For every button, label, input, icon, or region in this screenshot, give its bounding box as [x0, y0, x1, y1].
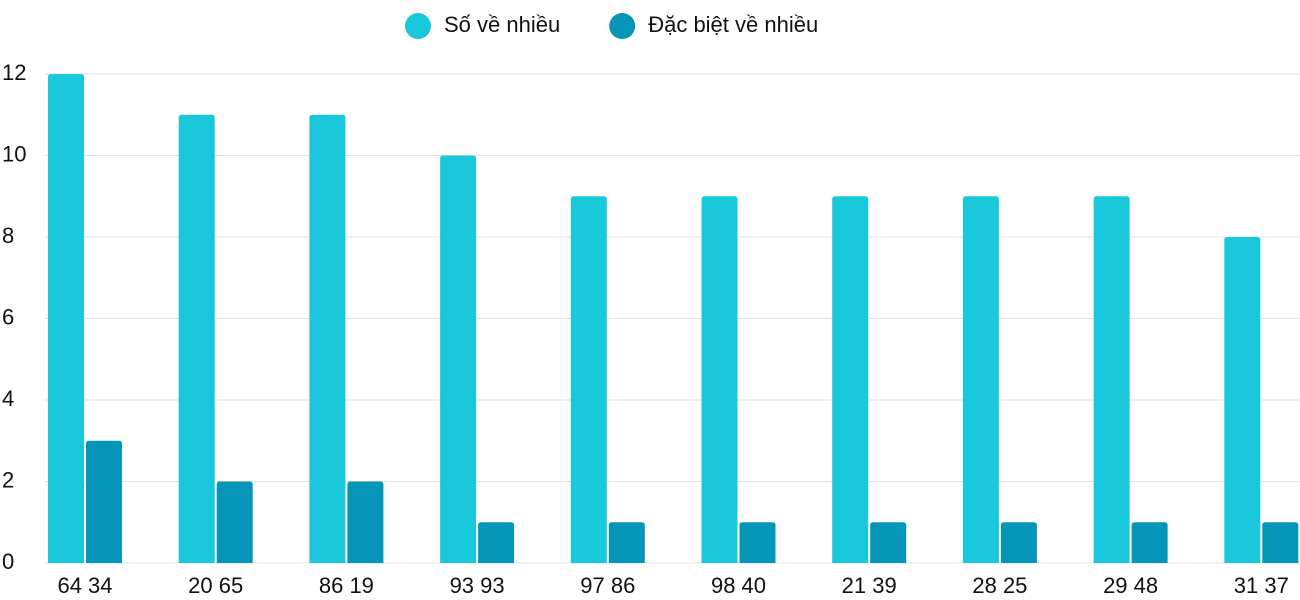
bar	[86, 440, 122, 563]
y-tick-label: 2	[2, 467, 14, 492]
bar	[870, 522, 907, 563]
bar	[347, 481, 384, 563]
legend-label: Số về nhiều	[444, 12, 560, 37]
bar	[739, 522, 776, 563]
bar	[309, 114, 346, 563]
bar	[608, 522, 645, 563]
x-tick-label: 64 34	[57, 573, 112, 598]
x-tick-label: 97 86	[580, 573, 635, 598]
bar	[832, 196, 869, 563]
y-tick-label: 8	[2, 223, 14, 248]
y-tick-label: 12	[2, 60, 26, 85]
bar	[701, 196, 738, 563]
y-tick-label: 0	[2, 549, 14, 574]
bar	[178, 114, 215, 563]
bar	[1262, 522, 1299, 563]
x-tick-label: 21 39	[842, 573, 897, 598]
x-tick-label: 29 48	[1103, 573, 1158, 598]
bar	[216, 481, 253, 563]
y-tick-label: 6	[2, 304, 14, 329]
x-tick-label: 20 65	[188, 573, 243, 598]
bar	[1131, 522, 1168, 563]
bar	[1000, 522, 1037, 563]
x-tick-label: 28 25	[972, 573, 1027, 598]
x-tick-label: 93 93	[450, 573, 505, 598]
legend-label: Đặc biệt về nhiều	[648, 12, 818, 37]
bar	[440, 155, 477, 563]
bar	[478, 522, 515, 563]
legend-marker	[609, 13, 636, 39]
y-tick-label: 4	[2, 386, 14, 411]
legend-marker	[405, 13, 431, 39]
x-tick-label: 86 19	[319, 573, 374, 598]
x-tick-label: 98 40	[711, 573, 766, 598]
x-tick-label: 31 37	[1234, 573, 1289, 598]
y-tick-label: 10	[2, 141, 26, 166]
bar	[1224, 237, 1261, 563]
bar	[48, 74, 84, 563]
bar	[962, 196, 999, 563]
bar	[1093, 196, 1130, 563]
bar	[570, 196, 607, 563]
